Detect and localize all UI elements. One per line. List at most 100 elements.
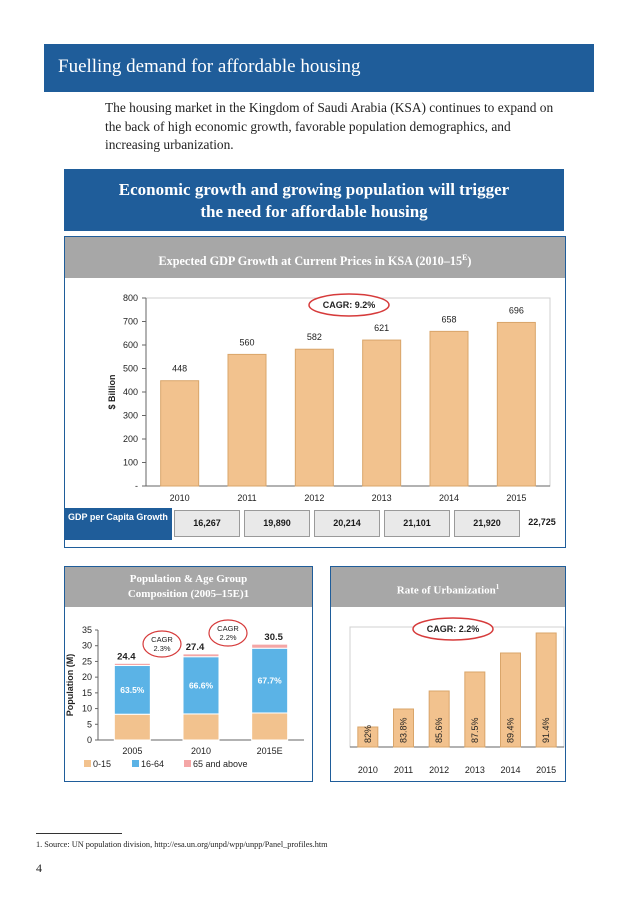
urb-value-label: 85.6% [434, 717, 444, 743]
key-message-heading: Economic growth and growing population w… [64, 169, 564, 231]
gdp-y-tick-label: 100 [123, 458, 138, 468]
pop-legend-label: 16-64 [141, 759, 164, 769]
urb-bar-2015 [535, 632, 557, 748]
gdp-y-tick-label: 500 [123, 364, 138, 374]
gdp-value-label: 621 [374, 323, 389, 333]
pop-bar-2015E-16-64 [251, 647, 289, 714]
urb-bar-2010 [357, 726, 379, 748]
urb-x-tick-label: 2010 [358, 765, 378, 775]
gdp-x-tick-label: 2013 [372, 493, 392, 503]
gdp-per-capita-2014: 21,920 [454, 510, 520, 537]
pop-cagr-callout-2 [208, 619, 248, 647]
gdp-x-tick-label: 2015 [506, 493, 526, 503]
pop-y-tick-label: 35 [82, 625, 92, 635]
pop-legend-label: 0-15 [93, 759, 111, 769]
gdp-x-tick-label: 2010 [170, 493, 190, 503]
urb-x-tick-label: 2011 [394, 765, 413, 775]
page-number: 4 [36, 861, 42, 875]
urb-cagr-label: CAGR: 2.2% [427, 624, 480, 634]
gdp-y-tick-label: 200 [123, 434, 138, 444]
gdp-value-label: 658 [441, 314, 456, 324]
gdp-per-capita-2015: 22,725 [528, 517, 556, 527]
footnote-rule [36, 833, 122, 834]
pop-y-tick-label: 15 [82, 688, 92, 698]
urb-value-label: 91.4% [541, 717, 551, 743]
pop-cagr-callout-1 [142, 630, 182, 658]
pop-total-label: 27.4 [186, 642, 205, 653]
urb-x-tick-label: 2014 [500, 765, 520, 775]
pop-bar-2005-16-64 [113, 665, 151, 715]
population-chart-title: Population & Age Group Composition (2005… [65, 567, 312, 607]
gdp-y-tick-label: 700 [123, 317, 138, 327]
pop-cagr-1-line2: 2.3% [153, 644, 170, 653]
pop-bar-2010-16-64 [182, 656, 220, 715]
gdp-bar-chart: - 100 200 300 400 500 600 700 800 $ Billion 448 201… [107, 293, 551, 503]
pop-cagr-2-line1: CAGR [217, 624, 239, 633]
pop-share-label: 67.7% [258, 676, 283, 686]
gdp-cagr-callout [308, 293, 390, 317]
footnote: 1. Source: UN population division, http:… [36, 840, 328, 849]
pop-legend-label: 65 and above [193, 759, 248, 769]
gdp-value-label: 582 [307, 332, 322, 342]
urb-x-tick-label: 2013 [465, 765, 485, 775]
pop-bar-2005-65-and-above [113, 662, 151, 667]
pop-cagr-2-line2: 2.2% [219, 633, 236, 642]
gdp-value-label: 696 [509, 305, 524, 315]
pop-y-tick-label: 5 [87, 719, 92, 729]
pop-total-label: 24.4 [117, 651, 136, 662]
gdp-value-label: 560 [239, 337, 254, 347]
pop-y-axis-label: Population (M) [65, 654, 75, 717]
urb-bar-2013 [464, 671, 486, 748]
urb-x-tick-label: 2015 [536, 765, 556, 775]
gdp-y-axis-label: $ Billion [107, 374, 117, 409]
gdp-y-tick-label: 800 [123, 293, 138, 303]
gdp-bar-2011 [227, 353, 267, 487]
pop-legend-swatch [132, 760, 139, 767]
pop-bar-2015E-65-and-above [251, 643, 289, 649]
pop-bar-2010-0-15 [182, 713, 220, 741]
gdp-per-capita-2012: 20,214 [314, 510, 380, 537]
urb-value-label: 89.4% [506, 717, 516, 743]
gdp-y-tick-label: - [135, 481, 138, 491]
pop-y-tick-label: 20 [82, 672, 92, 682]
key-message-line-1: Economic growth and growing population w… [118, 180, 510, 199]
gdp-y-tick-label: 600 [123, 340, 138, 350]
pop-cagr-1-line1: CAGR [151, 635, 173, 644]
gdp-per-capita-2013: 21,101 [384, 510, 450, 537]
pop-total-label: 30.5 [264, 632, 283, 643]
section-title: Fuelling demand for affordable housing [58, 56, 361, 77]
urb-bar-2011 [393, 708, 414, 748]
urb-plot-area [349, 626, 565, 748]
urb-value-label: 87.5% [470, 717, 480, 743]
gdp-per-capita-label: GDP per Capita Growth [64, 508, 172, 540]
urb-cagr-callout [412, 617, 494, 641]
gdp-chart-title: Expected GDP Growth at Current Prices in… [65, 237, 565, 278]
gdp-per-capita-2010: 16,267 [174, 510, 240, 537]
pop-y-tick-label: 30 [82, 641, 92, 651]
urb-bar-2014 [500, 652, 521, 748]
intro-paragraph: The housing market in the Kingdom of Sau… [105, 100, 554, 152]
gdp-bar-2014 [429, 330, 469, 487]
urb-x-tick-label: 2012 [429, 765, 449, 775]
gdp-bar-2015 [496, 321, 536, 487]
gdp-per-capita-2011: 19,890 [244, 510, 310, 537]
key-message-line-2: the need for affordable housing [200, 202, 428, 221]
pop-bar-2015E-0-15 [251, 712, 289, 741]
gdp-bar-2013 [362, 339, 402, 487]
pop-share-label: 66.6% [189, 680, 214, 690]
pop-legend-swatch [84, 760, 91, 767]
gdp-bar-2010 [160, 380, 200, 487]
gdp-y-tick-label: 400 [123, 387, 138, 397]
population-stacked-chart: 0 5 10 15 20 25 30 35 Population (M) 63.5% 24.4 200… [65, 619, 304, 769]
gdp-y-tick-label: 300 [123, 411, 138, 421]
pop-bar-2005-0-15 [113, 713, 151, 741]
gdp-x-tick-label: 2014 [439, 493, 459, 503]
gdp-x-tick-label: 2012 [304, 493, 324, 503]
gdp-cagr-label: CAGR: 9.2% [323, 300, 376, 310]
gdp-x-tick-label: 2011 [237, 493, 256, 503]
pop-y-tick-label: 10 [82, 704, 92, 714]
urb-value-label: 83.8% [399, 717, 409, 743]
pop-legend-swatch [184, 760, 191, 767]
pop-x-tick-label: 2005 [122, 746, 142, 756]
urbanization-bar-chart: 82% 2010 83.8% 2011 85.6% 2012 87.5% 2013 89.4% 2… [349, 617, 565, 775]
